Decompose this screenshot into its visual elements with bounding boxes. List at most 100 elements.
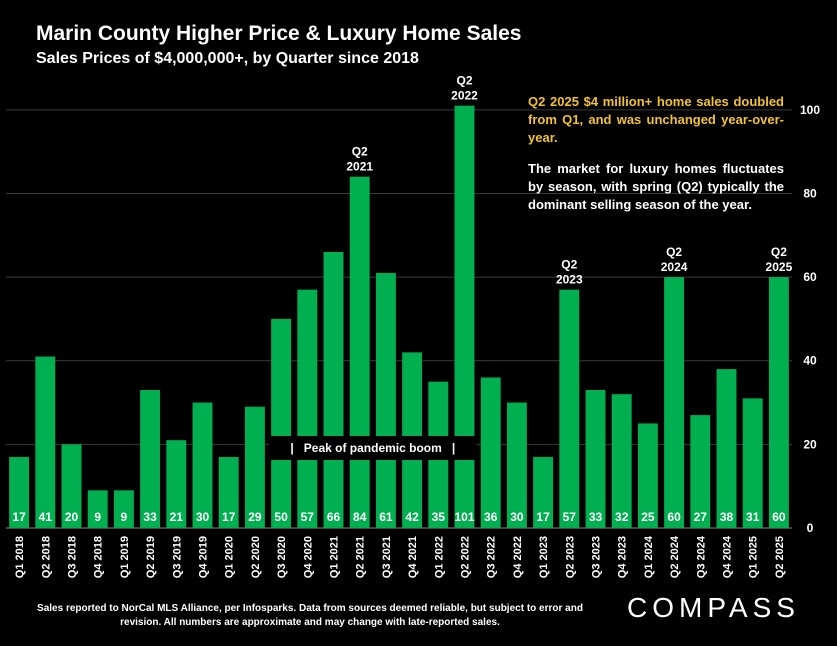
source-footnote: Sales reported to NorCal MLS Alliance, p… [37,603,583,628]
x-tick-label: Q3 2018 [67,536,79,578]
y-tick-label: 0 [807,521,814,535]
bar-value-label: 50 [274,510,288,524]
bar-value-label: 60 [667,510,681,524]
bar-value-label: 31 [746,510,760,524]
y-tick-label: 60 [803,270,817,284]
x-tick-label: Q3 2020 [276,536,288,578]
chart-subtitle: Sales Prices of $4,000,000+, by Quarter … [36,50,419,67]
bar [166,440,187,528]
bar-annotation-quarter: Q2 [771,245,787,259]
x-tick-label: Q3 2023 [591,536,603,578]
bar [87,490,108,528]
x-tick-label: Q4 2020 [302,536,314,578]
x-tick-label: Q3 2024 [695,535,707,578]
x-tick-label: Q1 2022 [433,536,445,578]
x-tick-label: Q4 2022 [512,536,524,578]
bar-value-label: 84 [353,510,367,524]
bar [637,423,658,528]
bar [271,318,292,528]
bar-value-label: 17 [536,510,550,524]
bar [35,356,56,528]
bar-value-label: 32 [615,510,629,524]
x-tick-label: Q1 2018 [14,536,26,578]
bar-annotation-year: 2025 [766,260,793,274]
x-tick-label: Q2 2020 [250,536,262,578]
x-tick-label: Q4 2021 [407,536,419,578]
x-tick-label: Q1 2023 [538,536,550,578]
bar [61,444,82,528]
x-tick-label: Q1 2024 [643,535,655,578]
y-tick-label: 20 [803,437,817,451]
bar [690,415,711,528]
pandemic-boom-label: | Peak of pandemic boom | [290,441,455,455]
bar [375,272,396,528]
bar [611,394,632,528]
bar-annotation-quarter: Q2 [666,245,682,259]
highlight-note: Q2 2025 $4 million+ home sales doubled f… [528,94,784,145]
x-tick-label: Q2 2018 [40,536,52,578]
bar [113,490,134,528]
bar [768,277,789,528]
bar-value-label: 20 [65,510,79,524]
bar-value-label: 17 [12,510,26,524]
x-tick-label: Q4 2023 [617,536,629,578]
bar-value-label: 27 [694,510,708,524]
bar [742,398,763,528]
bar [716,369,737,528]
bar [559,289,580,528]
bar-value-label: 30 [196,510,210,524]
bar-annotation-year: 2023 [556,273,583,287]
bar-value-label: 61 [379,510,393,524]
x-tick-label: Q4 2024 [722,535,734,578]
x-tick-label: Q1 2021 [329,536,341,578]
bar-value-label: 60 [772,510,786,524]
y-tick-label: 100 [800,103,820,117]
bar-value-label: 38 [720,510,734,524]
x-tick-label: Q1 2020 [224,536,236,578]
bar [323,252,344,528]
bar-value-label: 33 [589,510,603,524]
bar [140,390,161,528]
x-tick-label: Q1 2025 [748,536,760,578]
x-tick-label: Q2 2023 [564,536,576,578]
bar [244,406,265,528]
bar-annotation-quarter: Q2 [456,74,472,88]
x-tick-label: Q2 2019 [145,536,157,578]
y-tick-label: 80 [803,186,817,200]
bar-annotation-year: 2024 [661,260,688,274]
bar [664,277,685,528]
bar [533,456,554,528]
bar-value-label: 9 [121,510,128,524]
bar [454,105,475,529]
bar-annotation-quarter: Q2 [561,258,577,272]
chart-title: Marin County Higher Price & Luxury Home … [36,22,522,45]
bar-value-label: 42 [405,510,419,524]
pandemic-boom-box [269,436,477,460]
x-tick-label: Q2 2025 [774,536,786,578]
body-note: The market for luxury homes fluctuates b… [528,161,784,212]
bar-value-label: 25 [641,510,655,524]
y-tick-label: 40 [803,354,817,368]
bar-value-label: 57 [301,510,315,524]
bar-annotation-year: 2022 [451,89,478,103]
bar [218,456,239,528]
bar-value-label: 29 [248,510,262,524]
bar-value-label: 36 [484,510,498,524]
compass-logo: COMPASS [627,592,800,623]
x-tick-label: Q2 2022 [460,536,472,578]
x-tick-label: Q3 2019 [171,536,183,578]
bar-value-label: 9 [94,510,101,524]
bar-value-label: 41 [39,510,53,524]
bar [585,390,606,528]
bar [192,402,213,528]
bar-value-label: 21 [170,510,184,524]
bar-value-label: 57 [563,510,577,524]
bar [506,402,527,528]
bar-value-label: 17 [222,510,236,524]
x-tick-label: Q3 2021 [381,536,393,578]
bar-value-label: 30 [510,510,524,524]
bar-annotation-year: 2021 [346,160,373,174]
x-tick-label: Q4 2019 [198,536,210,578]
